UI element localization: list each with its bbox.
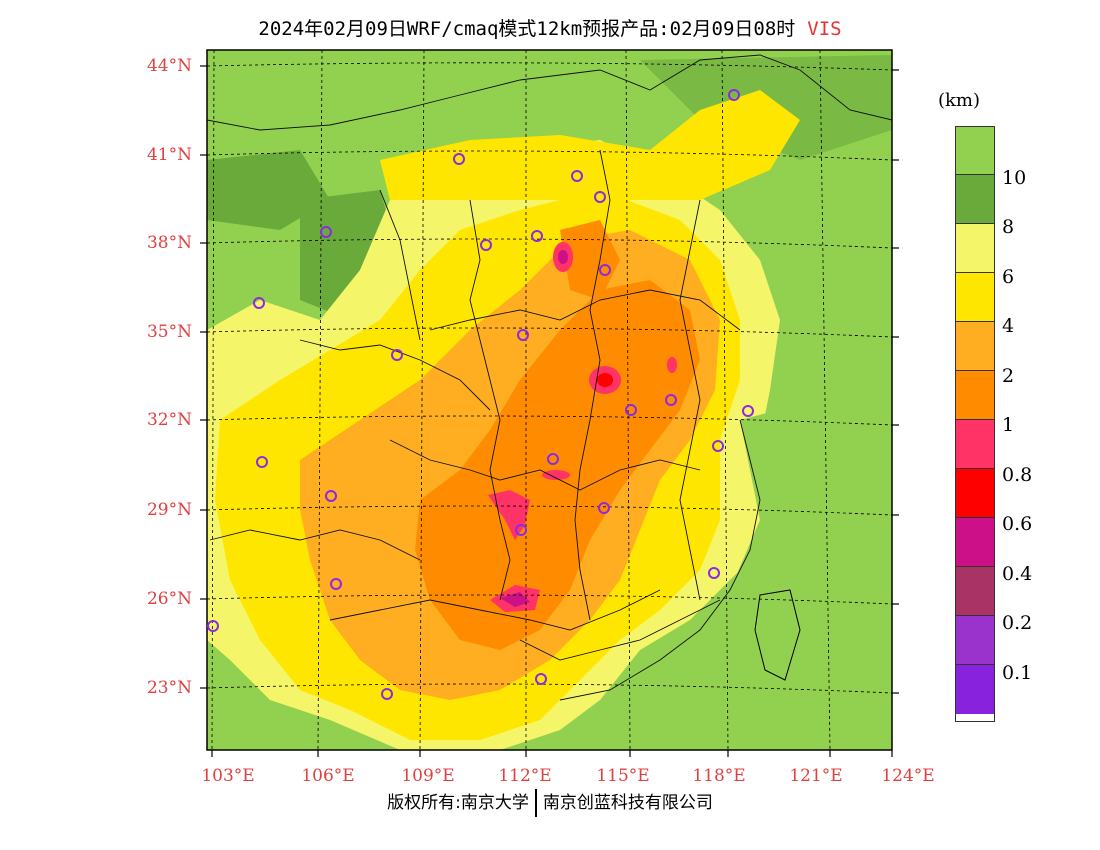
station-marker [547, 453, 559, 465]
legend-swatch-1 [955, 175, 995, 224]
legend-colorbar [955, 126, 995, 714]
station-marker [517, 329, 529, 341]
station-marker [256, 456, 268, 468]
lon-label-118: 118°E [692, 766, 746, 786]
legend-swatch-0 [955, 126, 995, 175]
legend-label-6: 6 [1002, 266, 1015, 288]
footer-left: 版权所有:南京大学 [387, 793, 529, 813]
station-marker [598, 502, 610, 514]
legend-label-8: 8 [1002, 216, 1015, 238]
legend-unit: (km) [938, 90, 981, 111]
legend-swatch-2 [955, 224, 995, 273]
legend-label-0-4: 0.4 [1002, 563, 1033, 585]
legend-label-10: 10 [1002, 167, 1027, 189]
station-marker [531, 230, 543, 242]
legend-label-1: 1 [1002, 414, 1015, 436]
station-marker [453, 153, 465, 165]
legend-label-0-8: 0.8 [1002, 464, 1033, 486]
lat-label-29: 29°N [146, 500, 192, 520]
lat-label-44: 44°N [146, 56, 192, 76]
legend-label-2: 2 [1002, 365, 1015, 387]
station-marker [330, 578, 342, 590]
lon-label-115: 115°E [596, 766, 650, 786]
station-marker [728, 89, 740, 101]
station-marker [480, 239, 492, 251]
title-variable: VIS [807, 18, 842, 40]
legend-label-0-1: 0.1 [1002, 662, 1033, 684]
station-marker [320, 226, 332, 238]
legend-swatch-5 [955, 371, 995, 420]
lon-label-124: 124°E [881, 766, 935, 786]
station-marker [594, 191, 606, 203]
footer-separator [534, 789, 537, 817]
station-marker [515, 524, 527, 536]
station-marker [708, 567, 720, 579]
boundaries [207, 54, 892, 701]
station-marker [535, 673, 547, 685]
station-marker [381, 688, 393, 700]
footer-right: 南京创蓝科技有限公司 [542, 793, 713, 813]
lat-label-35: 35°N [146, 322, 192, 342]
station-marker [712, 440, 724, 452]
legend-swatch-3 [955, 273, 995, 322]
legend-swatch-6 [955, 420, 995, 469]
legend-swatch-9 [955, 567, 995, 616]
lat-label-23: 23°N [146, 678, 192, 698]
legend-swatch-4 [955, 322, 995, 371]
lon-label-112: 112°E [498, 766, 552, 786]
lon-label-106: 106°E [301, 766, 355, 786]
station-marker [325, 490, 337, 502]
map-field [207, 50, 892, 750]
copyright-footer: 版权所有:南京大学 南京创蓝科技有限公司 [0, 788, 1100, 817]
lon-label-109: 109°E [401, 766, 455, 786]
legend-swatch-11 [955, 665, 995, 714]
lat-label-26: 26°N [146, 589, 192, 609]
legend-label-0-2: 0.2 [1002, 612, 1033, 634]
legend-swatch-7 [955, 469, 995, 518]
lat-label-41: 41°N [146, 145, 192, 165]
legend-label-4: 4 [1002, 315, 1015, 337]
station-marker [599, 264, 611, 276]
station-marker [571, 170, 583, 182]
lat-label-38: 38°N [146, 233, 192, 253]
legend-swatch-8 [955, 518, 995, 567]
station-marker [253, 297, 265, 309]
lon-label-121: 121°E [789, 766, 843, 786]
title-main: 2024年02月09日WRF/cmaq模式12km预报产品:02月09日08时 [258, 18, 796, 40]
lon-label-103: 103°E [201, 766, 255, 786]
legend-swatch-10 [955, 616, 995, 665]
lat-label-32: 32°N [146, 410, 192, 430]
station-marker [625, 404, 637, 416]
map-title: 2024年02月09日WRF/cmaq模式12km预报产品:02月09日08时 V… [0, 14, 1100, 41]
legend-label-0-6: 0.6 [1002, 513, 1033, 535]
station-marker [207, 620, 219, 632]
graticule [207, 50, 892, 750]
station-marker [391, 349, 403, 361]
station-markers [207, 89, 754, 700]
axis-ticks [200, 65, 899, 757]
station-marker [742, 405, 754, 417]
station-marker [665, 394, 677, 406]
plot-frame [206, 49, 893, 751]
